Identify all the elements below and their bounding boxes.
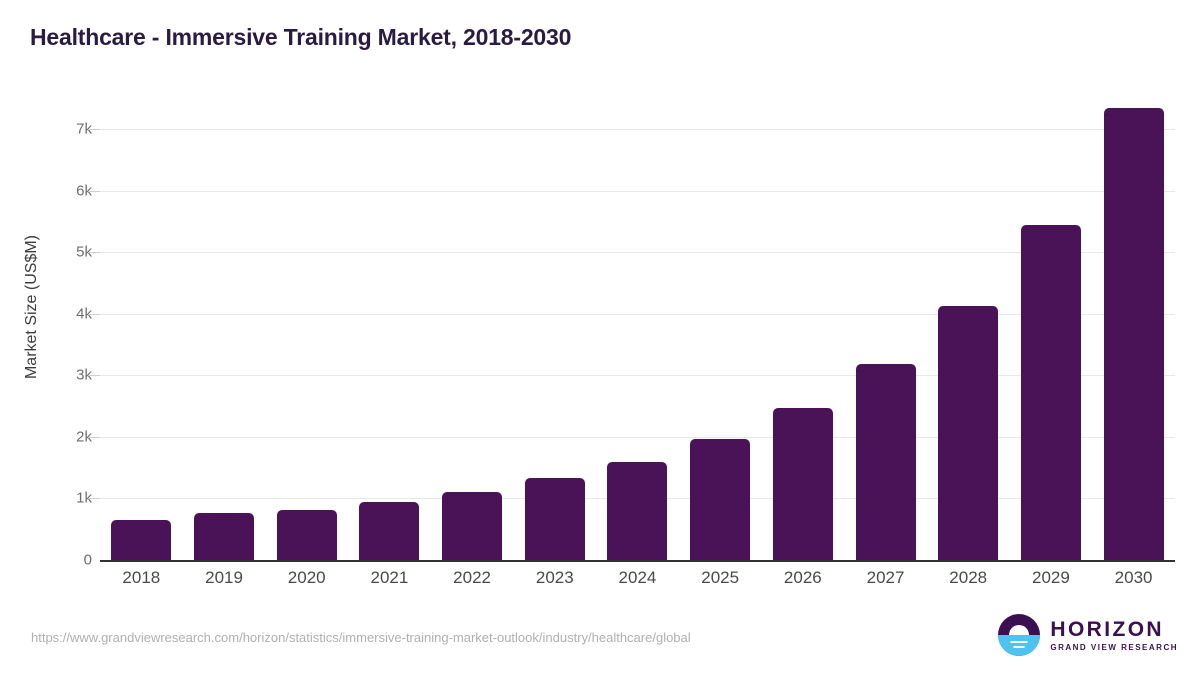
bar-slot bbox=[265, 86, 348, 560]
page-title: Healthcare - Immersive Training Market, … bbox=[30, 24, 572, 50]
x-tick-label: 2027 bbox=[866, 568, 905, 587]
x-tick-label: 2028 bbox=[949, 568, 988, 587]
bar-2027[interactable] bbox=[855, 364, 916, 560]
y-tick-mark bbox=[88, 498, 100, 500]
plot-area: Market Size (US$M) 0 1k 2k 3k 4k 5k 6k 7k 2018 2… bbox=[0, 86, 1200, 596]
y-tick-mark bbox=[88, 313, 100, 315]
logo-subtitle: GRAND VIEW RESEARCH bbox=[1050, 642, 1178, 652]
y-tick-label: 6k bbox=[76, 182, 92, 200]
y-tick-mark bbox=[88, 252, 100, 254]
bar-slot bbox=[183, 86, 266, 560]
bar-series bbox=[100, 86, 1175, 560]
bar-slot bbox=[1010, 86, 1093, 560]
bar-2030[interactable] bbox=[1103, 108, 1164, 560]
bar-2024[interactable] bbox=[607, 462, 668, 560]
y-tick-label: 4k bbox=[76, 305, 92, 323]
bar-slot bbox=[1092, 86, 1175, 560]
y-tick-label: 2k bbox=[76, 428, 92, 446]
y-tick-label: 3k bbox=[76, 366, 92, 384]
logo-name: HORIZON bbox=[1050, 617, 1165, 641]
logo-ray-2 bbox=[1013, 646, 1025, 648]
x-tick-label: 2029 bbox=[1031, 568, 1070, 587]
logo-sun-icon bbox=[1009, 625, 1030, 635]
bar-slot bbox=[927, 86, 1010, 560]
x-tick-label: 2019 bbox=[205, 568, 243, 587]
x-tick-label: 2025 bbox=[701, 568, 740, 587]
y-tick-label: 0 bbox=[83, 551, 92, 569]
x-tick-label: 2021 bbox=[370, 568, 409, 587]
y-tick-label: 7k bbox=[76, 120, 92, 138]
bar-slot bbox=[348, 86, 431, 560]
x-tick-label: 2018 bbox=[122, 568, 161, 587]
bar-2022[interactable] bbox=[442, 491, 503, 560]
x-tick-label: 2023 bbox=[535, 568, 574, 587]
gridline bbox=[100, 190, 1175, 192]
gridline bbox=[100, 129, 1175, 131]
x-axis-line bbox=[100, 560, 1175, 562]
source-url[interactable]: https://www.grandviewresearch.com/horizo… bbox=[31, 630, 691, 645]
bar-2029[interactable] bbox=[1020, 225, 1081, 560]
bar-slot bbox=[679, 86, 762, 560]
x-tick-label: 2020 bbox=[287, 568, 326, 587]
y-tick-label: 5k bbox=[76, 243, 92, 261]
gridline bbox=[100, 375, 1175, 377]
x-axis-labels: 2018 2019 2020 2021 2022 2023 2024 2025 2026 2027… bbox=[100, 568, 1175, 588]
bar-slot bbox=[100, 86, 183, 560]
bar-2025[interactable] bbox=[690, 439, 751, 560]
y-tick-mark bbox=[88, 190, 100, 192]
logo-sea-shape bbox=[998, 635, 1041, 656]
bar-2028[interactable] bbox=[938, 306, 999, 560]
bar-2026[interactable] bbox=[772, 407, 833, 560]
bar-slot bbox=[762, 86, 845, 560]
logo-wordmark: HORIZON GRAND VIEW RESEARCH bbox=[1050, 619, 1178, 652]
bar-slot bbox=[844, 86, 927, 560]
horizon-logo-icon bbox=[998, 614, 1041, 656]
horizon-logo: HORIZON GRAND VIEW RESEARCH bbox=[998, 614, 1178, 656]
bar-2019[interactable] bbox=[194, 513, 255, 560]
footer-divider bbox=[0, 612, 1200, 613]
bar-slot bbox=[513, 86, 596, 560]
gridline bbox=[100, 436, 1175, 438]
y-tick-mark bbox=[88, 129, 100, 131]
bar-2023[interactable] bbox=[524, 478, 585, 560]
x-tick-label: 2030 bbox=[1114, 568, 1153, 587]
y-axis-ticks: 0 1k 2k 3k 4k 5k 6k 7k bbox=[30, 86, 92, 596]
logo-ray-1 bbox=[1010, 641, 1028, 643]
gridline bbox=[100, 313, 1175, 315]
bar-slot bbox=[431, 86, 514, 560]
bar-2021[interactable] bbox=[359, 502, 420, 560]
x-tick-label: 2022 bbox=[453, 568, 491, 587]
bar-2018[interactable] bbox=[111, 520, 172, 560]
x-tick-label: 2026 bbox=[783, 568, 822, 587]
x-tick-label: 2024 bbox=[618, 568, 657, 587]
bar-slot bbox=[596, 86, 679, 560]
y-tick-label: 1k bbox=[76, 489, 92, 507]
bar-2020[interactable] bbox=[276, 510, 337, 560]
gridline bbox=[100, 252, 1175, 254]
y-tick-mark bbox=[88, 436, 100, 438]
y-tick-mark bbox=[88, 375, 100, 377]
